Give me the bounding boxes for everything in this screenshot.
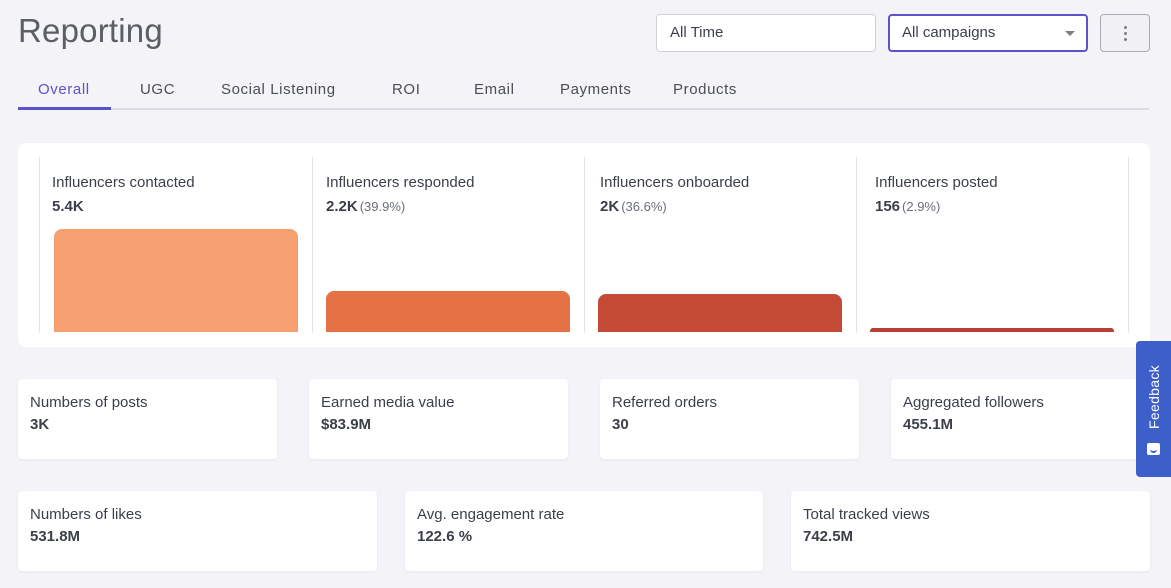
stat-value: $83.9M — [321, 416, 372, 433]
stat-card-referred-orders: Referred orders 30 — [600, 379, 859, 459]
funnel-divider — [312, 157, 313, 333]
stat-card-views: Total tracked views 742.5M — [791, 491, 1150, 571]
stat-card-posts: Numbers of posts 3K — [18, 379, 277, 459]
stat-label: Total tracked views — [803, 506, 930, 523]
tab-social-listening[interactable]: Social Listening — [221, 81, 336, 98]
date-range-input[interactable]: All Time — [656, 14, 876, 52]
tab-payments[interactable]: Payments — [560, 81, 632, 98]
funnel-step-value: 156 (2.9%) — [875, 198, 941, 215]
funnel-step-value: 2.2K (39.9%) — [326, 198, 406, 215]
stat-value: 455.1M — [903, 416, 954, 433]
funnel-step-label: Influencers posted — [875, 174, 998, 191]
influencer-funnel: Influencers contacted 5.4K Influencers r… — [18, 143, 1150, 347]
funnel-step-responded: Influencers responded 2.2K (39.9%) — [313, 143, 584, 347]
stat-label: Numbers of posts — [30, 394, 148, 411]
stat-label: Earned media value — [321, 394, 455, 411]
stat-card-engagement: Avg. engagement rate 122.6 % — [405, 491, 763, 571]
feedback-label: Feedback — [1145, 365, 1162, 429]
report-tabs: Overall UGC Social Listening ROI Email P… — [18, 70, 1149, 110]
tab-ugc[interactable]: UGC — [140, 81, 176, 98]
campaign-select[interactable]: All campaigns — [888, 14, 1088, 52]
funnel-divider — [39, 157, 40, 333]
funnel-divider — [584, 157, 585, 333]
stat-label: Avg. engagement rate — [417, 506, 565, 523]
campaign-select-value: All campaigns — [902, 24, 996, 41]
stat-label: Aggregated followers — [903, 394, 1044, 411]
stat-value: 531.8M — [30, 528, 81, 545]
feedback-button[interactable]: Feedback — [1136, 341, 1171, 477]
tab-overall[interactable]: Overall — [38, 81, 90, 98]
stat-card-likes: Numbers of likes 531.8M — [18, 491, 377, 571]
more-vertical-icon — [1123, 25, 1127, 29]
funnel-step-onboarded: Influencers onboarded 2K (36.6%) — [585, 143, 856, 347]
tab-products[interactable]: Products — [673, 81, 737, 98]
active-tab-indicator — [18, 107, 111, 110]
funnel-step-posted: Influencers posted 156 (2.9%) — [857, 143, 1128, 347]
chevron-down-icon — [1065, 31, 1075, 36]
stat-card-followers: Aggregated followers 455.1M — [891, 379, 1150, 459]
tab-email[interactable]: Email — [474, 81, 515, 98]
more-options-button[interactable] — [1100, 14, 1150, 52]
stat-value: 742.5M — [803, 528, 854, 545]
funnel-bar — [326, 291, 570, 332]
funnel-bar — [870, 328, 1114, 332]
funnel-step-label: Influencers contacted — [52, 174, 195, 191]
funnel-step-value: 5.4K — [52, 198, 84, 215]
stat-value: 122.6 % — [417, 528, 473, 545]
funnel-step-label: Influencers onboarded — [600, 174, 750, 191]
funnel-divider — [1128, 157, 1129, 333]
funnel-step-label: Influencers responded — [326, 174, 475, 191]
page-title: Reporting — [18, 12, 163, 49]
stat-label: Numbers of likes — [30, 506, 142, 523]
stat-value: 3K — [30, 416, 50, 433]
stat-label: Referred orders — [612, 394, 718, 411]
chat-icon — [1147, 443, 1160, 455]
funnel-divider — [856, 157, 857, 333]
tab-roi[interactable]: ROI — [392, 81, 421, 98]
funnel-bar — [598, 294, 842, 332]
funnel-bar — [54, 229, 298, 332]
funnel-step-value: 2K (36.6%) — [600, 198, 667, 215]
stat-card-earned-media: Earned media value $83.9M — [309, 379, 568, 459]
funnel-step-contacted: Influencers contacted 5.4K — [40, 143, 312, 347]
stat-value: 30 — [612, 416, 629, 433]
